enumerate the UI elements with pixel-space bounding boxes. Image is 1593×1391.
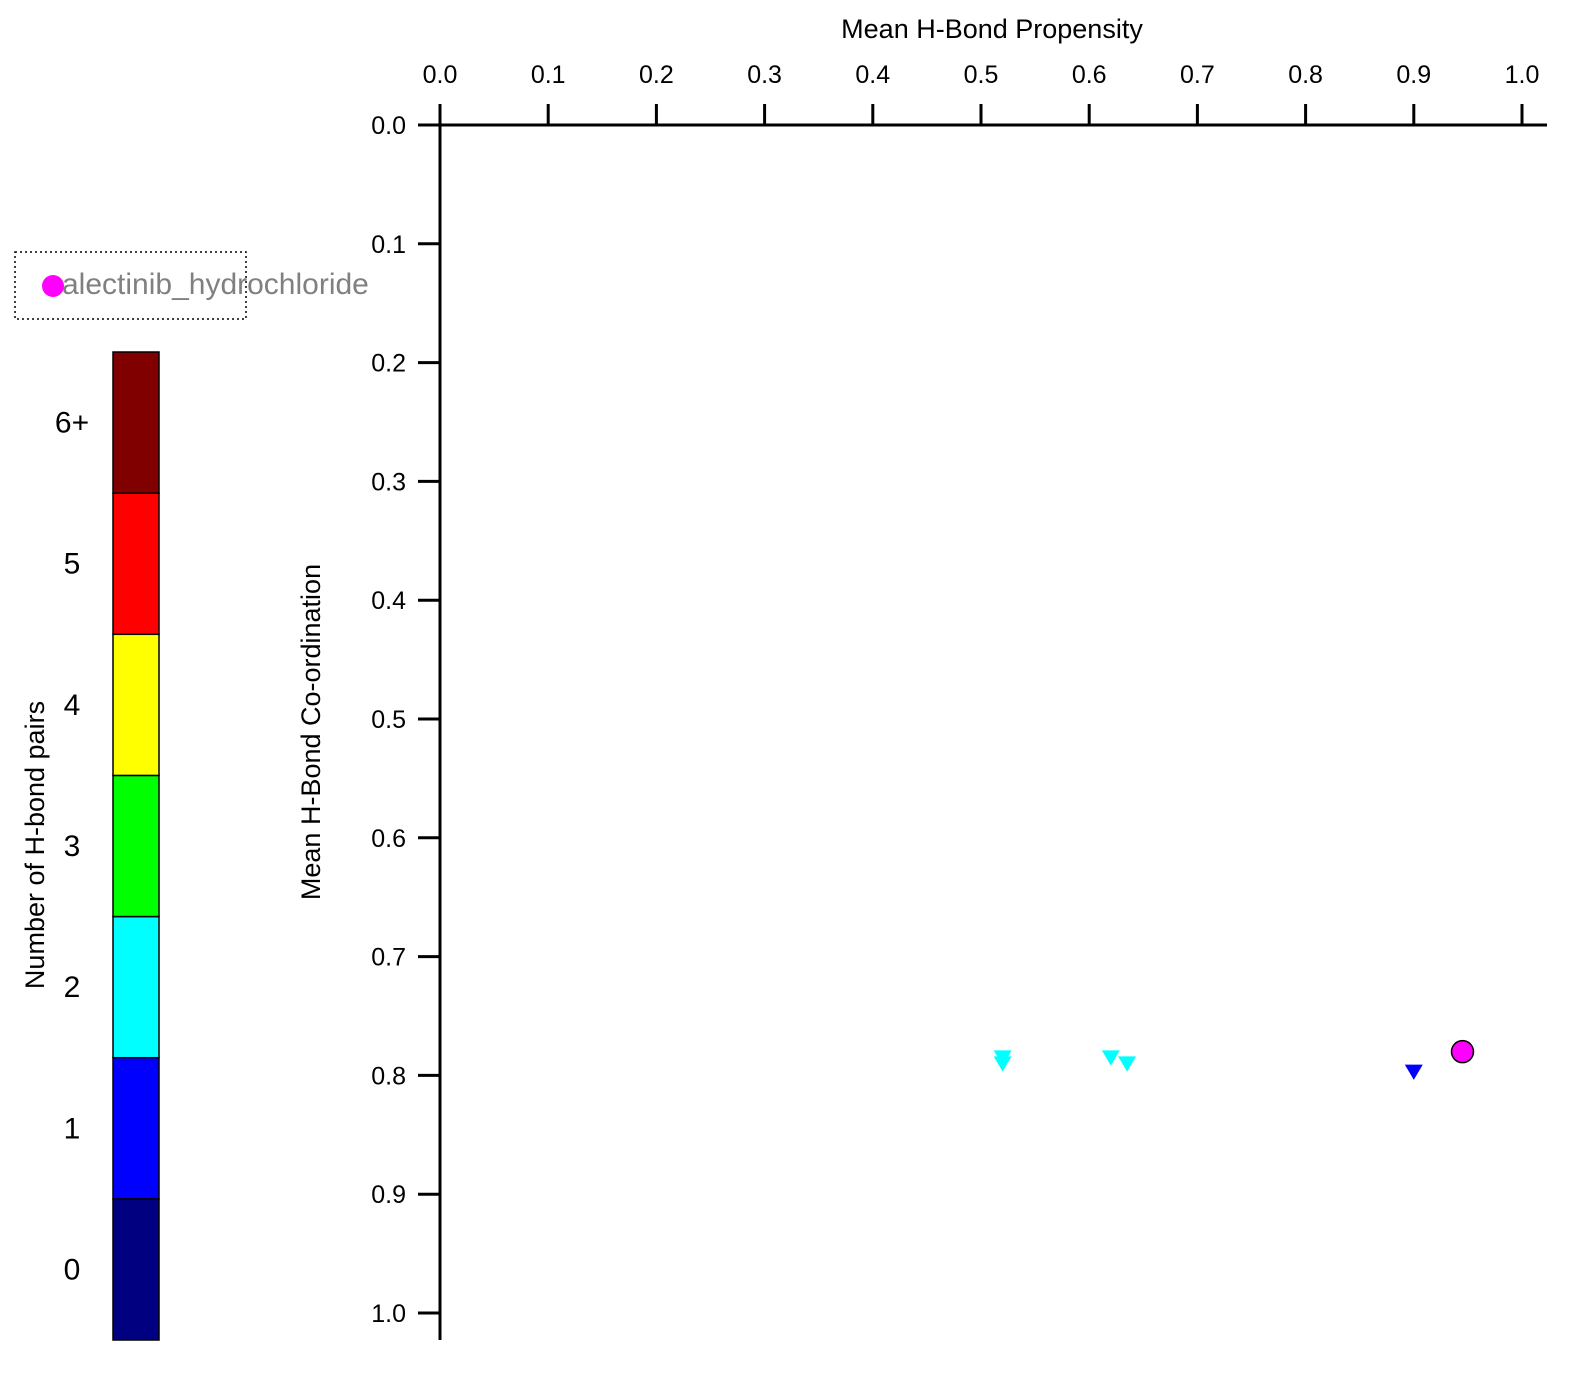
data-point-1	[993, 1056, 1012, 1072]
colorbar-level-label: 2	[64, 971, 81, 1004]
colorbar-swatch-2	[112, 915, 160, 1059]
colorbar-swatch-6plus	[112, 351, 160, 494]
legend-label: alectinib_hydrochloride	[62, 268, 369, 301]
y-tick-label: 0.0	[371, 112, 406, 140]
colorbar-swatch-3	[112, 774, 160, 918]
colorbar-swatch-1	[112, 1056, 160, 1200]
data-point-3	[1118, 1056, 1137, 1072]
y-tick-label: 0.7	[371, 944, 406, 972]
colorbar-level-label: 4	[64, 689, 81, 722]
x-tick-label: 0.5	[964, 61, 999, 89]
x-tick-label: 1.0	[1505, 61, 1540, 89]
data-points	[993, 1039, 1475, 1080]
colorbar-swatch-0	[112, 1198, 160, 1341]
colorbar: 0 1 2 3 4 5 6+ Number of H-bond pairs	[20, 351, 160, 1341]
y-axis-title: Mean H-Bond Co-ordination	[296, 564, 326, 900]
x-tick-label: 0.2	[639, 61, 674, 89]
y-tick-label: 0.2	[371, 350, 406, 378]
data-point-5	[1450, 1039, 1475, 1064]
x-tick-label: 0.8	[1288, 61, 1323, 89]
colorbar-title: Number of H-bond pairs	[20, 701, 50, 989]
x-tick-label: 0.4	[855, 61, 890, 89]
y-tick-label: 0.6	[371, 825, 406, 853]
legend-marker-icon	[42, 275, 64, 297]
y-tick-label: 1.0	[371, 1300, 406, 1328]
x-tick-label: 0.3	[747, 61, 782, 89]
x-tick-label: 0.6	[1072, 61, 1107, 89]
y-tick-label: 0.1	[371, 231, 406, 259]
x-tick-label: 0.9	[1396, 61, 1431, 89]
colorbar-level-label: 6+	[55, 407, 89, 440]
legend: alectinib_hydrochloride	[14, 251, 369, 320]
legend-box	[14, 251, 247, 320]
x-tick-label: 0.7	[1180, 61, 1215, 89]
colorbar-level-label: 5	[64, 548, 81, 581]
colorbar-swatch-5	[112, 492, 160, 636]
x-axis-title: Mean H-Bond Propensity	[841, 14, 1143, 44]
y-tick-label: 0.8	[371, 1062, 406, 1090]
colorbar-level-label: 3	[64, 830, 81, 863]
axes: 0.0 0.1 0.2 0.3 0.4 0.5 0.6 0.7 0.8 0.9 1.0 0.0 0.1 0…	[296, 14, 1547, 1340]
colorbar-level-label: 1	[64, 1112, 81, 1145]
data-point-2	[1101, 1050, 1120, 1066]
x-tick-label: 0.0	[423, 61, 458, 89]
y-tick-label: 0.3	[371, 468, 406, 496]
colorbar-swatch-4	[112, 633, 160, 777]
x-tick-label: 0.1	[531, 61, 566, 89]
data-point-4	[1404, 1064, 1423, 1080]
y-tick-label: 0.5	[371, 706, 406, 734]
y-tick-label: 0.9	[371, 1181, 406, 1209]
colorbar-level-label: 0	[64, 1253, 81, 1286]
y-tick-label: 0.4	[371, 587, 406, 615]
